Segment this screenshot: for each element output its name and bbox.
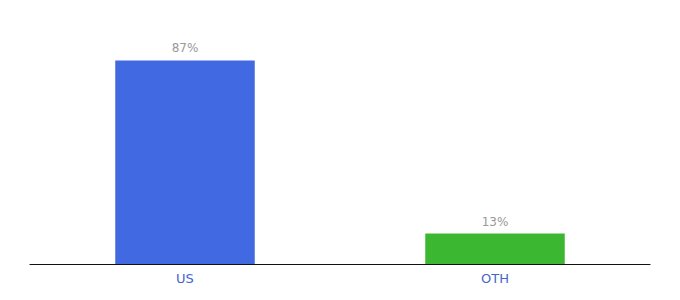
svg-text:13%: 13% [482, 215, 509, 229]
svg-text:87%: 87% [172, 41, 199, 55]
svg-text:OTH: OTH [481, 271, 509, 286]
svg-text:US: US [176, 271, 194, 286]
